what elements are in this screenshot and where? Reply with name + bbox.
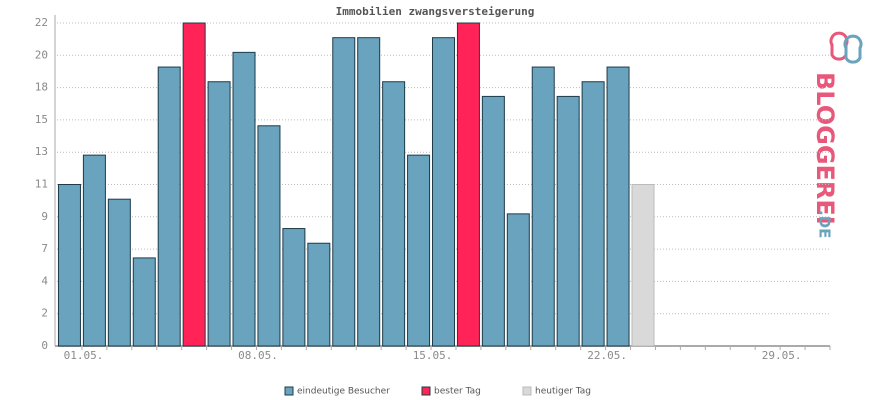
bar [282,228,306,347]
y-tick-label: 11 [35,178,48,191]
logo-text: BLOGGEREI [811,72,839,225]
x-tick-label: 01.05. [64,349,104,362]
y-tick-label: 22 [35,16,48,29]
y-tick-label: 0 [41,339,48,352]
bar [332,37,356,347]
x-tick-label: 29.05. [762,349,802,362]
bar [456,22,480,347]
legend-swatch [522,386,532,396]
logo-icon [829,31,863,64]
bar [132,257,156,347]
bar [82,154,106,347]
legend-label: bester Tag [434,387,481,397]
y-tick-label: 13 [35,145,48,158]
bar [407,154,431,347]
x-tick-label: 22.05. [587,349,627,362]
bar [182,22,206,347]
bar [481,95,505,347]
x-tick-label: 08.05. [238,349,278,362]
chart-title: Immobilien zwangsversteigerung [336,5,535,18]
bar [606,66,630,347]
bar [157,66,181,347]
bar [307,242,331,347]
y-tick-label: 2 [41,307,48,320]
bar [232,51,256,347]
y-tick-label: 4 [41,274,48,287]
bar [432,37,455,347]
x-tick-label: 15.05. [413,349,453,362]
bar [382,81,406,347]
bar [207,81,231,347]
y-tick-label: 20 [35,48,48,61]
legend-label: heutiger Tag [535,387,591,397]
bar [581,81,605,347]
logo-suffix: .DE [816,210,834,238]
bar [556,95,580,347]
bar [631,184,655,347]
bar [357,37,381,347]
y-tick-label: 9 [41,210,48,223]
bar [531,66,555,347]
bar [57,184,81,347]
logo: BLOGGEREI .DE [811,72,839,238]
bar [107,198,131,347]
legend-swatch [284,386,294,396]
y-tick-label: 18 [35,81,48,94]
y-tick-label: 7 [41,242,48,255]
bar [506,213,530,347]
legend-swatch [421,386,431,396]
bar [257,125,281,347]
legend-label: eindeutige Besucher [297,387,390,397]
y-tick-label: 15 [35,113,48,126]
